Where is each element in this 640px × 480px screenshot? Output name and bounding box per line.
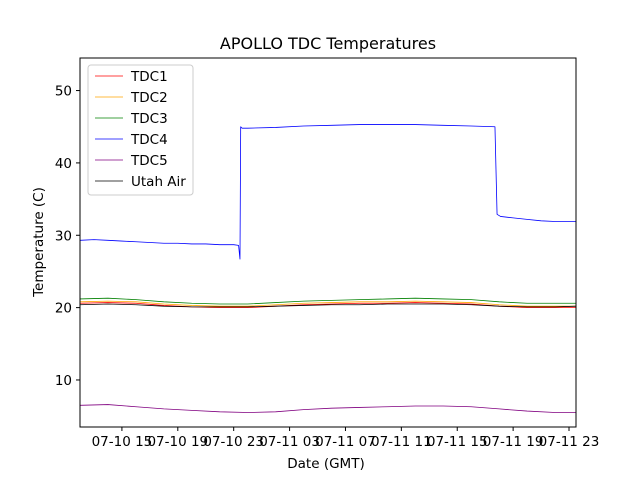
axes-frame — [79, 57, 577, 428]
x-tick-label: 07-11 11 — [371, 434, 432, 450]
y-ticks: 10 20 30 40 50 — [55, 84, 80, 389]
series-line-utah-air — [79, 303, 577, 308]
x-tick-label: 07-10 19 — [147, 434, 208, 450]
legend-label-utah-air: Utah Air — [131, 174, 186, 190]
x-tick-label: 07-11 07 — [315, 434, 376, 450]
series-line-tdc2 — [79, 300, 576, 307]
legend-items: TDC1 TDC2 TDC3 TDC4 TDC5 Utah Air — [95, 69, 186, 190]
y-tick-label: 50 — [55, 84, 72, 100]
series-line-tdc4 — [79, 124, 576, 260]
legend-frame — [87, 64, 194, 196]
x-axis-label: Date (GMT) — [287, 456, 364, 472]
y-tick-label: 10 — [55, 373, 72, 389]
legend-label-tdc4: TDC4 — [130, 132, 168, 148]
series-layer — [79, 124, 577, 413]
legend: TDC1 TDC2 TDC3 TDC4 TDC5 Utah Air — [87, 64, 194, 196]
legend-label-tdc3: TDC3 — [130, 111, 168, 127]
x-tick-label: 07-11 03 — [259, 434, 320, 450]
legend-label-tdc5: TDC5 — [130, 153, 168, 169]
x-tick-label: 07-10 23 — [203, 434, 264, 450]
y-tick-label: 40 — [55, 156, 72, 172]
chart-title: APOLLO TDC Temperatures — [220, 34, 436, 53]
y-tick-label: 30 — [55, 228, 72, 244]
x-tick-label: 07-11 15 — [427, 434, 488, 450]
series-line-tdc5 — [79, 404, 576, 413]
legend-label-tdc1: TDC1 — [130, 69, 168, 85]
series-line-tdc3 — [79, 297, 576, 305]
y-axis-label: Temperature (C) — [31, 187, 47, 298]
x-tick-label: 07-10 15 — [92, 434, 153, 450]
x-tick-label: 07-11 19 — [483, 434, 544, 450]
x-tick-label: 07-11 23 — [539, 434, 600, 450]
legend-label-tdc2: TDC2 — [130, 90, 168, 106]
y-tick-label: 20 — [55, 301, 72, 317]
